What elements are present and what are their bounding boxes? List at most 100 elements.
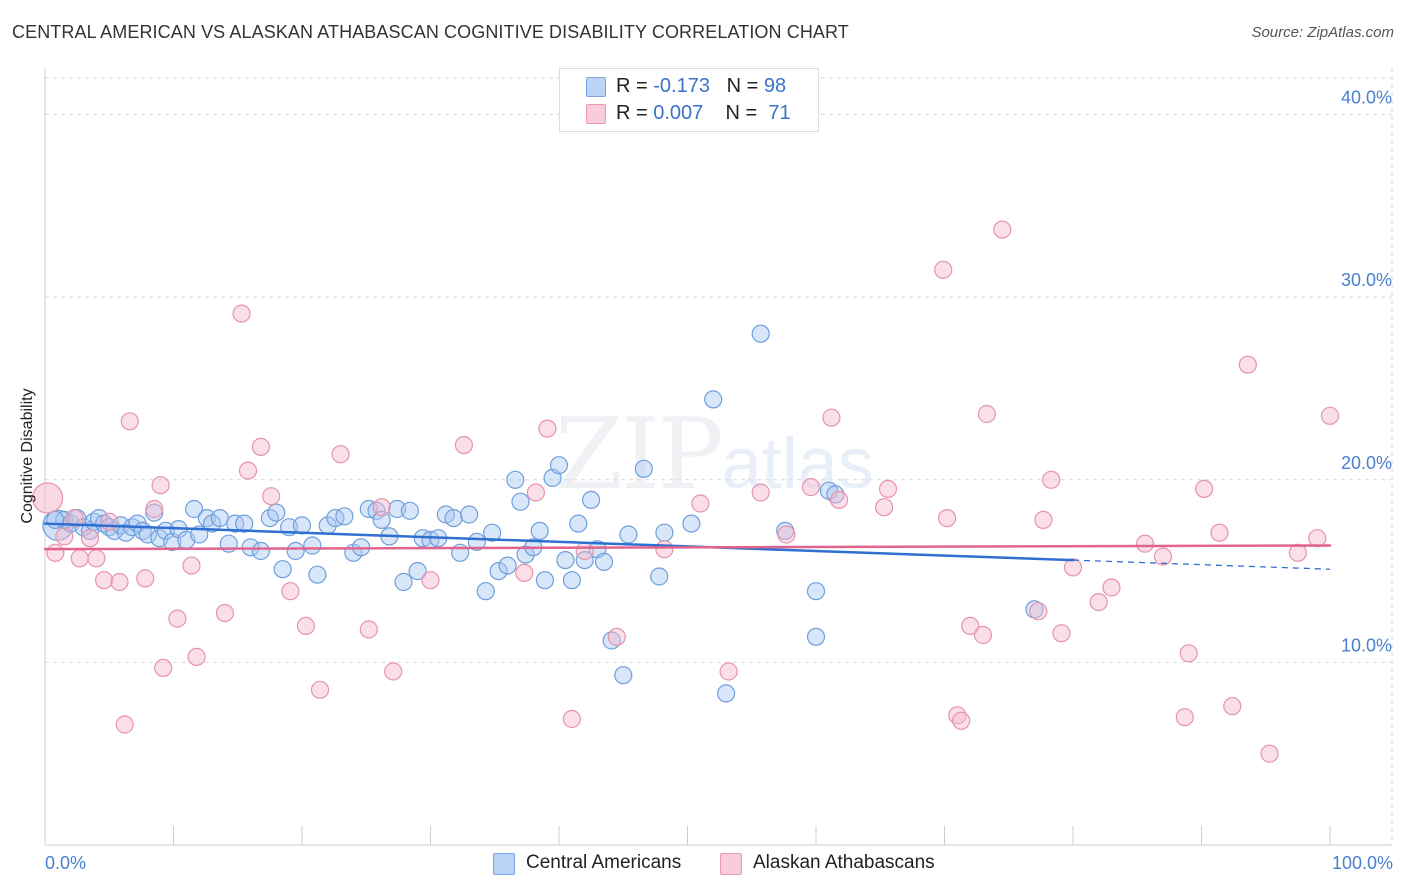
point-central-american: [619, 525, 638, 544]
point-alaskan-athabascan: [154, 658, 173, 678]
point-alaskan-athabascan: [822, 408, 841, 427]
point-alaskan-athabascan: [993, 220, 1012, 239]
point-alaskan-athabascan: [655, 540, 674, 559]
point-central-american: [634, 459, 653, 478]
point-alaskan-athabascan: [110, 572, 129, 592]
point-alaskan-athabascan: [232, 304, 251, 323]
trend-lines: [43, 522, 1332, 570]
point-central-american: [394, 572, 413, 592]
legend-text-blue: R = -0.173 N = 98: [616, 75, 786, 98]
legend: R = -0.173 N = 98 R = 0.007 N = 71: [559, 68, 819, 132]
point-alaskan-athabascan: [562, 709, 582, 729]
point-central-american: [251, 541, 270, 561]
point-central-american: [806, 627, 826, 646]
point-alaskan-athabascan: [187, 647, 206, 667]
point-alaskan-athabascan: [934, 260, 953, 279]
point-alaskan-athabascan: [31, 482, 64, 514]
bottom-legend-swatch-pink: [720, 853, 742, 875]
point-central-american: [516, 545, 535, 564]
point-central-american: [716, 684, 736, 703]
point-alaskan-athabascan: [454, 436, 473, 455]
point-central-american: [704, 390, 723, 409]
point-central-american: [535, 571, 555, 590]
point-alaskan-athabascan: [1288, 543, 1308, 562]
point-alaskan-athabascan: [372, 498, 391, 517]
point-central-american: [581, 490, 601, 509]
point-central-american: [326, 508, 345, 528]
y-tick-label: 30.0%: [1341, 270, 1392, 290]
legend-n-label: N =: [725, 102, 758, 124]
point-alaskan-athabascan: [46, 543, 65, 562]
point-alaskan-athabascan: [829, 490, 849, 509]
point-central-american: [614, 666, 633, 685]
legend-r-value: 0.007: [653, 102, 704, 124]
point-alaskan-athabascan: [1102, 578, 1121, 597]
point-central-american: [476, 582, 495, 601]
point-alaskan-athabascan: [526, 483, 546, 502]
legend-text-pink: R = 0.007 N = 71: [616, 102, 791, 125]
point-central-american: [335, 507, 354, 526]
legend-swatch-blue: [586, 77, 606, 97]
point-central-american: [506, 470, 525, 489]
y-tick-label: 40.0%: [1341, 88, 1392, 108]
point-central-american: [408, 561, 427, 581]
point-alaskan-athabascan: [87, 549, 106, 568]
point-alaskan-athabascan: [691, 494, 710, 513]
point-central-american: [562, 571, 582, 590]
point-alaskan-athabascan: [80, 529, 100, 548]
point-alaskan-athabascan: [331, 445, 350, 464]
point-central-american: [650, 567, 669, 586]
point-alaskan-athabascan: [251, 437, 270, 456]
point-central-american: [185, 499, 204, 519]
chart-title: CENTRAL AMERICAN VS ALASKAN ATHABASCAN C…: [12, 22, 849, 42]
point-alaskan-athabascan: [1042, 470, 1061, 489]
point-alaskan-athabascan: [182, 556, 201, 575]
point-central-american: [197, 508, 216, 528]
point-alaskan-athabascan: [168, 609, 187, 628]
point-alaskan-athabascan: [384, 662, 403, 681]
watermark-zip: ZIP: [555, 398, 724, 512]
point-central-american: [549, 456, 569, 475]
bottom-legend-label-blue: Central Americans: [526, 852, 682, 873]
point-alaskan-athabascan: [1153, 547, 1173, 566]
trend-line-central-americans: [43, 522, 1075, 562]
point-central-american: [498, 556, 517, 575]
point-alaskan-athabascan: [1223, 697, 1242, 716]
point-alaskan-athabascan: [575, 541, 594, 561]
point-alaskan-athabascan: [296, 616, 315, 636]
point-alaskan-athabascan: [1194, 479, 1214, 498]
point-central-american: [483, 523, 502, 542]
point-alaskan-athabascan: [801, 478, 821, 497]
point-central-american: [682, 514, 701, 533]
point-central-american: [210, 508, 229, 528]
grid: [45, 68, 1393, 845]
point-central-american: [444, 508, 463, 528]
point-central-american: [267, 503, 286, 522]
point-alaskan-athabascan: [1052, 624, 1071, 643]
point-alaskan-athabascan: [1260, 744, 1279, 763]
point-alaskan-athabascan: [310, 680, 330, 699]
legend-swatch-pink: [586, 104, 606, 124]
point-central-american: [751, 324, 770, 343]
point-central-american: [460, 505, 479, 524]
x-tick-label-start: 0.0%: [45, 853, 86, 873]
point-central-american: [806, 582, 826, 601]
watermark: ZIPatlas: [555, 398, 874, 512]
point-alaskan-athabascan: [359, 620, 378, 639]
point-alaskan-athabascan: [751, 483, 770, 502]
point-central-american: [308, 565, 327, 584]
point-alaskan-athabascan: [151, 476, 170, 495]
point-alaskan-athabascan: [281, 582, 300, 601]
point-alaskan-athabascan: [1175, 708, 1194, 727]
point-alaskan-athabascan: [1029, 602, 1048, 621]
legend-n-value: 71: [768, 102, 791, 124]
point-alaskan-athabascan: [262, 487, 281, 506]
point-alaskan-athabascan: [70, 549, 89, 568]
point-alaskan-athabascan: [145, 499, 164, 519]
point-alaskan-athabascan: [937, 508, 957, 528]
point-alaskan-athabascan: [1179, 644, 1198, 663]
point-alaskan-athabascan: [973, 625, 993, 645]
data-points: [31, 220, 1340, 763]
axes: [44, 68, 1392, 846]
point-alaskan-athabascan: [120, 412, 139, 431]
